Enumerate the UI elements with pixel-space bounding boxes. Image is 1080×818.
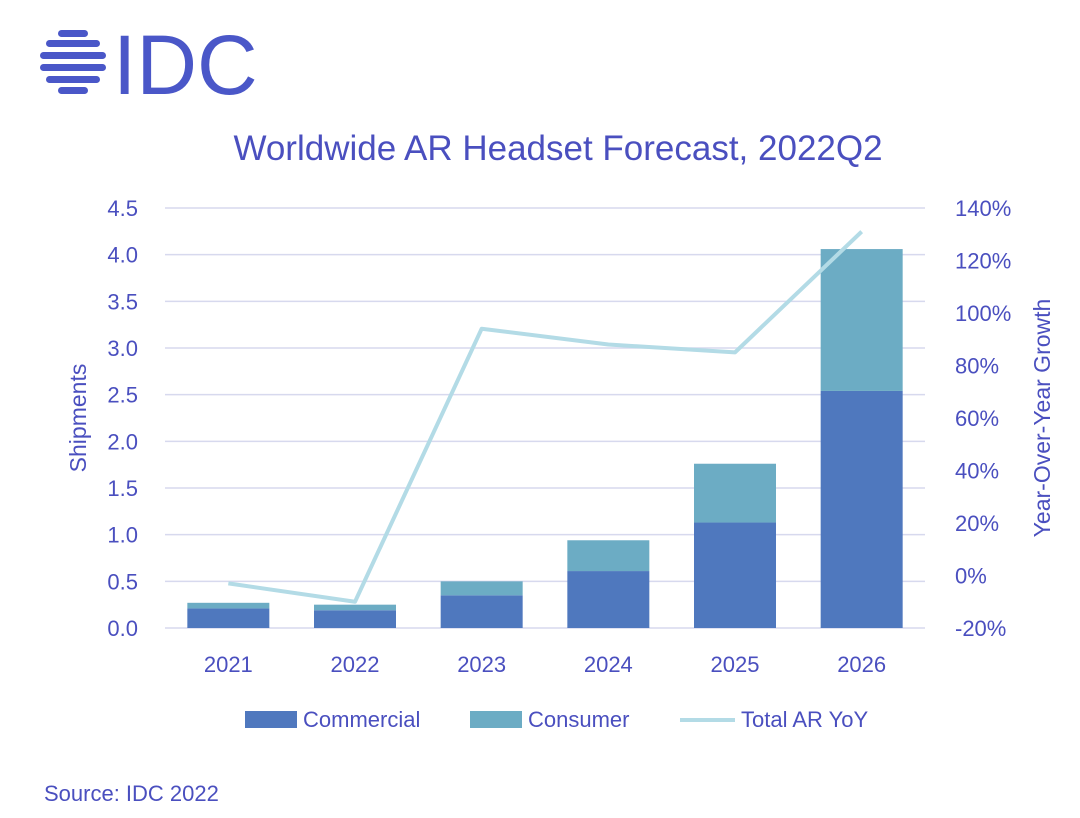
legend-label-commercial: Commercial — [303, 707, 420, 732]
y-tick-label: 1.5 — [107, 476, 138, 501]
y-tick-label: 3.5 — [107, 289, 138, 314]
y2-tick-label: -20% — [955, 616, 1006, 641]
bar-consumer — [440, 581, 523, 596]
y2-tick-label: 0% — [955, 564, 987, 589]
y2-tick-label: 140% — [955, 196, 1011, 221]
bar-consumer — [314, 604, 396, 611]
y2-tick-label: 60% — [955, 406, 999, 431]
bar-commercial — [567, 571, 650, 628]
bar-commercial — [440, 595, 523, 628]
idc-logo: IDC — [40, 18, 258, 112]
legend-item-commercial: Commercial — [245, 707, 420, 732]
bar-consumer — [567, 540, 650, 572]
legend: Commercial Consumer Total AR YoY — [245, 707, 869, 732]
x-tick-label: 2021 — [204, 652, 253, 677]
x-tick-label: 2022 — [331, 652, 380, 677]
x-tick-label: 2024 — [584, 652, 633, 677]
bar-commercial — [314, 610, 396, 628]
bars — [187, 249, 903, 628]
y-tick-label: 2.5 — [107, 383, 138, 408]
x-axis-ticks: 2021 2022 2023 2024 2025 2026 — [204, 652, 886, 677]
legend-item-consumer: Consumer — [470, 707, 629, 732]
y-tick-label: 0.5 — [107, 569, 138, 594]
right-axis-ticks: -20% 0% 20% 40% 60% 80% 100% 120% 140% — [955, 196, 1011, 641]
gridlines — [165, 207, 925, 629]
legend-item-total-yoy: Total AR YoY — [680, 707, 869, 732]
y-tick-label: 2.0 — [107, 429, 138, 454]
legend-swatch-commercial — [245, 711, 297, 728]
left-axis-ticks: 0.0 0.5 1.0 1.5 2.0 2.5 3.0 3.5 4.0 4.5 — [107, 196, 138, 641]
yoy-line-layer — [228, 230, 864, 604]
globe-icon — [40, 30, 106, 94]
y2-tick-label: 40% — [955, 459, 999, 484]
chart-title: Worldwide AR Headset Forecast, 2022Q2 — [233, 129, 882, 168]
source-note: Source: IDC 2022 — [44, 781, 219, 806]
y-tick-label: 4.5 — [107, 196, 138, 221]
legend-swatch-consumer — [470, 711, 522, 728]
y2-tick-label: 100% — [955, 301, 1011, 326]
y2-axis-title: Year-Over-Year Growth — [1029, 299, 1055, 538]
y-tick-label: 3.0 — [107, 336, 138, 361]
logo-wordmark: IDC — [113, 18, 258, 112]
bar-commercial — [694, 522, 776, 628]
legend-label-consumer: Consumer — [528, 707, 629, 732]
y-tick-label: 0.0 — [107, 616, 138, 641]
y-tick-label: 4.0 — [107, 243, 138, 268]
x-tick-label: 2025 — [711, 652, 760, 677]
legend-label-total-yoy: Total AR YoY — [741, 707, 869, 732]
bar-commercial — [820, 390, 903, 628]
x-tick-label: 2023 — [457, 652, 506, 677]
x-tick-label: 2026 — [837, 652, 886, 677]
bar-commercial — [187, 608, 270, 628]
y-tick-label: 1.0 — [107, 523, 138, 548]
y-axis-title: Shipments — [65, 364, 91, 473]
bar-consumer — [694, 463, 776, 523]
y2-tick-label: 80% — [955, 354, 999, 379]
line-total-ar-yoy — [228, 230, 864, 604]
bar-consumer — [820, 249, 903, 391]
y2-tick-label: 20% — [955, 511, 999, 536]
bar-consumer — [187, 602, 270, 609]
y2-tick-label: 120% — [955, 249, 1011, 274]
